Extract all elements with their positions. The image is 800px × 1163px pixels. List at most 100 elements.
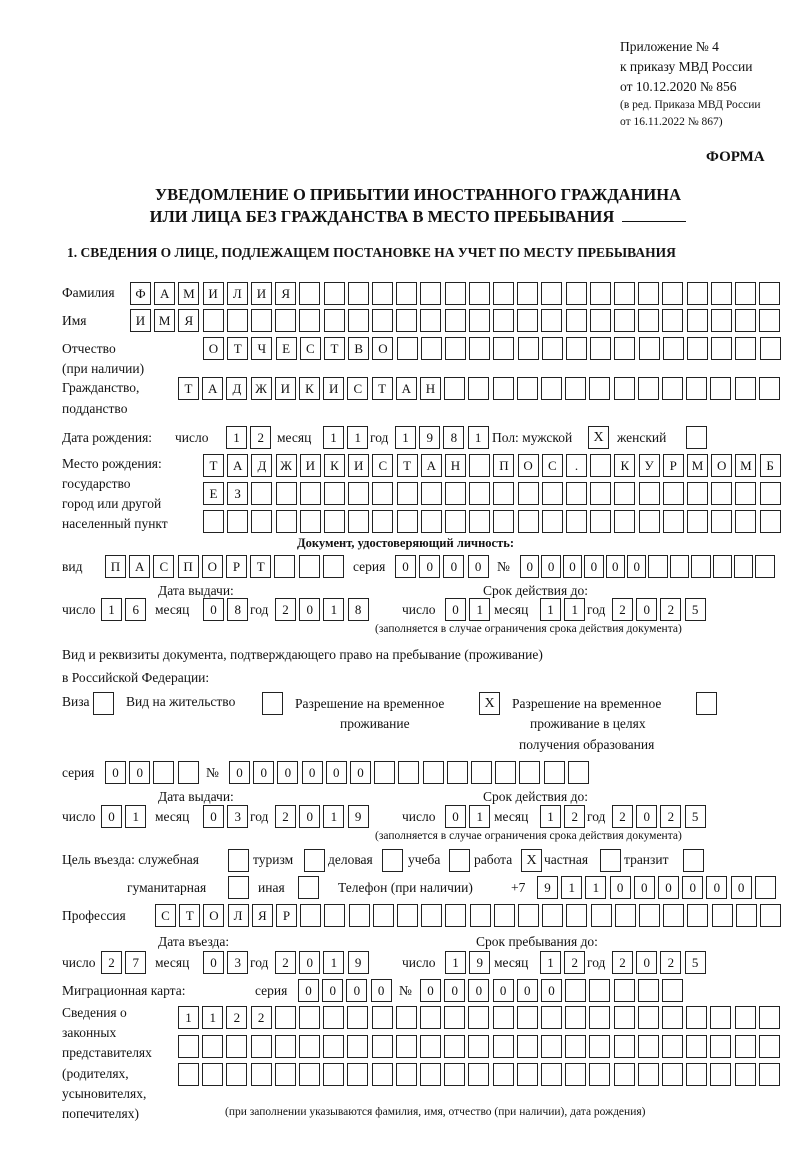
char-cell[interactable]: 9 — [537, 876, 558, 899]
char-cell[interactable]: 0 — [277, 761, 299, 784]
char-cell[interactable] — [711, 510, 733, 533]
char-cell[interactable] — [566, 482, 587, 505]
char-cell[interactable]: 2 — [250, 1006, 272, 1029]
char-cell[interactable] — [614, 510, 636, 533]
char-cell[interactable] — [446, 761, 468, 784]
char-cell[interactable]: Р — [276, 904, 297, 927]
char-cell[interactable] — [251, 482, 273, 505]
char-cell[interactable]: 2 — [564, 951, 586, 974]
char-cell[interactable] — [492, 1063, 514, 1086]
char-cell[interactable]: Т — [250, 555, 272, 578]
char-cell[interactable]: 9 — [347, 951, 369, 974]
char-cell[interactable]: Ж — [250, 377, 272, 400]
char-cell[interactable]: 1 — [540, 951, 561, 974]
char-cell[interactable] — [566, 904, 588, 927]
char-cell[interactable] — [710, 377, 732, 400]
char-cell[interactable] — [566, 337, 587, 360]
char-cell[interactable] — [542, 904, 564, 927]
char-cell[interactable]: 0 — [105, 761, 126, 784]
char-cell[interactable] — [711, 904, 733, 927]
char-cell[interactable]: 1 — [323, 951, 345, 974]
char-cell[interactable] — [226, 309, 248, 332]
char-cell[interactable] — [589, 282, 611, 305]
char-cell[interactable] — [687, 904, 709, 927]
char-cell[interactable] — [712, 555, 732, 578]
char-cell[interactable] — [445, 904, 467, 927]
char-cell[interactable] — [275, 482, 297, 505]
char-cell[interactable] — [493, 337, 515, 360]
char-cell[interactable] — [686, 377, 708, 400]
char-cell[interactable]: И — [348, 454, 370, 477]
purpose-humanitarian-checkbox[interactable] — [228, 876, 249, 899]
purpose-study-checkbox[interactable] — [449, 849, 470, 872]
char-cell[interactable]: 1 — [347, 426, 369, 449]
char-cell[interactable] — [663, 904, 685, 927]
char-cell[interactable] — [759, 282, 781, 305]
char-cell[interactable] — [202, 1035, 224, 1058]
char-cell[interactable]: 2 — [660, 598, 682, 621]
char-cell[interactable]: Н — [445, 454, 466, 477]
char-cell[interactable]: Б — [759, 454, 781, 477]
char-cell[interactable] — [324, 510, 345, 533]
char-cell[interactable] — [691, 555, 711, 578]
char-cell[interactable] — [517, 510, 539, 533]
char-cell[interactable]: А — [129, 555, 151, 578]
char-cell[interactable]: С — [347, 377, 369, 400]
char-cell[interactable] — [468, 1035, 490, 1058]
char-cell[interactable] — [178, 1035, 199, 1058]
char-cell[interactable] — [299, 1063, 320, 1086]
char-cell[interactable] — [468, 309, 490, 332]
char-cell[interactable]: Т — [179, 904, 201, 927]
purpose-transit-checkbox[interactable] — [683, 849, 704, 872]
char-cell[interactable]: М — [687, 454, 708, 477]
char-cell[interactable] — [372, 482, 394, 505]
char-cell[interactable]: 3 — [227, 805, 249, 828]
char-cell[interactable] — [638, 337, 660, 360]
char-cell[interactable]: Я — [275, 282, 297, 305]
edu-permit-checkbox[interactable] — [696, 692, 717, 715]
char-cell[interactable]: Ж — [275, 454, 297, 477]
char-cell[interactable] — [541, 510, 563, 533]
char-cell[interactable] — [637, 1063, 659, 1086]
char-cell[interactable]: О — [203, 904, 225, 927]
place-underline[interactable] — [622, 221, 687, 222]
char-cell[interactable] — [298, 555, 320, 578]
char-cell[interactable] — [323, 1006, 345, 1029]
char-cell[interactable] — [371, 1063, 393, 1086]
char-cell[interactable] — [565, 979, 587, 1002]
char-cell[interactable] — [299, 1035, 320, 1058]
char-cell[interactable] — [638, 510, 660, 533]
char-cell[interactable] — [347, 309, 369, 332]
char-cell[interactable]: Р — [662, 454, 684, 477]
char-cell[interactable]: 0 — [419, 555, 441, 578]
char-cell[interactable] — [469, 337, 491, 360]
char-cell[interactable]: 3 — [227, 951, 249, 974]
char-cell[interactable]: . — [566, 454, 587, 477]
char-cell[interactable] — [444, 309, 466, 332]
char-cell[interactable] — [398, 761, 420, 784]
char-cell[interactable] — [541, 337, 563, 360]
char-cell[interactable] — [638, 482, 660, 505]
char-cell[interactable] — [444, 1006, 466, 1029]
char-cell[interactable] — [468, 282, 490, 305]
char-cell[interactable]: О — [517, 454, 539, 477]
char-cell[interactable] — [395, 1063, 417, 1086]
char-cell[interactable] — [493, 282, 514, 305]
char-cell[interactable] — [251, 309, 272, 332]
char-cell[interactable]: У — [638, 454, 660, 477]
char-cell[interactable] — [735, 482, 757, 505]
char-cell[interactable]: 2 — [275, 951, 296, 974]
char-cell[interactable]: 1 — [540, 805, 561, 828]
char-cell[interactable]: И — [251, 282, 272, 305]
char-cell[interactable]: 0 — [299, 805, 321, 828]
male-checkbox[interactable]: X — [588, 426, 609, 449]
char-cell[interactable]: 0 — [203, 951, 224, 974]
char-cell[interactable] — [516, 1006, 538, 1029]
char-cell[interactable] — [662, 979, 683, 1002]
char-cell[interactable] — [662, 510, 684, 533]
char-cell[interactable] — [687, 337, 708, 360]
char-cell[interactable] — [371, 1035, 393, 1058]
char-cell[interactable] — [541, 482, 563, 505]
char-cell[interactable] — [178, 1063, 199, 1086]
char-cell[interactable] — [323, 1035, 345, 1058]
